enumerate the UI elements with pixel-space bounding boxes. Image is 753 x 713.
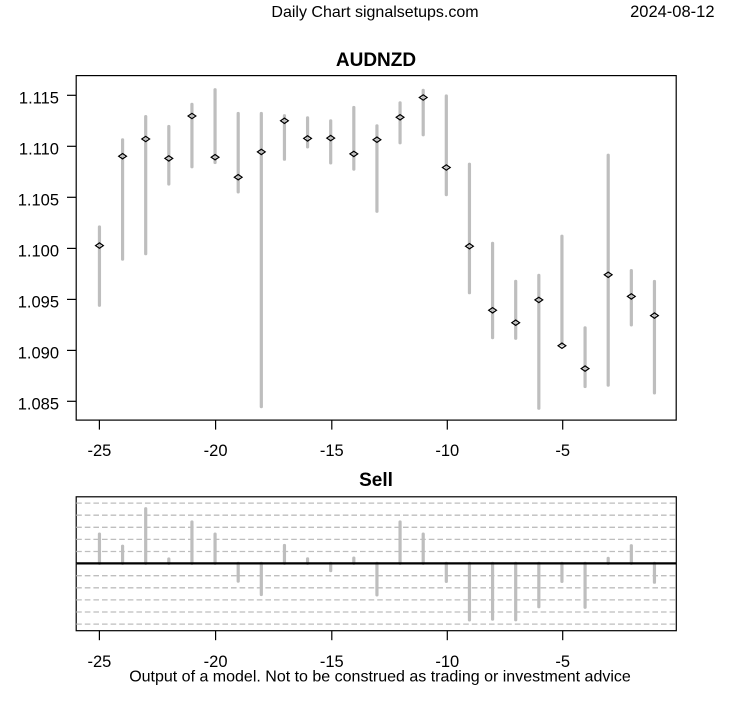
svg-text:-10: -10 [435, 653, 459, 671]
svg-text:-15: -15 [320, 653, 344, 671]
svg-text:1.110: 1.110 [19, 141, 59, 159]
svg-text:1.095: 1.095 [18, 294, 59, 312]
svg-text:-5: -5 [555, 442, 570, 460]
svg-text:-25: -25 [87, 442, 111, 460]
svg-text:2024-08-12: 2024-08-12 [630, 3, 714, 21]
svg-text:1.115: 1.115 [19, 90, 59, 108]
svg-text:-15: -15 [320, 442, 344, 460]
svg-text:1.100: 1.100 [18, 243, 59, 261]
svg-text:-20: -20 [204, 442, 228, 460]
svg-text:Sell: Sell [359, 470, 393, 491]
svg-text:Daily Chart signalsetups.com: Daily Chart signalsetups.com [271, 4, 478, 21]
svg-text:-25: -25 [87, 653, 111, 671]
svg-text:AUDNZD: AUDNZD [336, 50, 416, 71]
svg-text:-5: -5 [555, 653, 570, 671]
svg-text:1.085: 1.085 [18, 396, 59, 414]
svg-text:-20: -20 [204, 653, 228, 671]
svg-text:1.105: 1.105 [18, 192, 59, 210]
svg-text:-10: -10 [435, 442, 459, 460]
svg-text:Output of a model. Not to be c: Output of a model. Not to be construed a… [129, 669, 631, 686]
svg-text:1.090: 1.090 [18, 345, 59, 363]
